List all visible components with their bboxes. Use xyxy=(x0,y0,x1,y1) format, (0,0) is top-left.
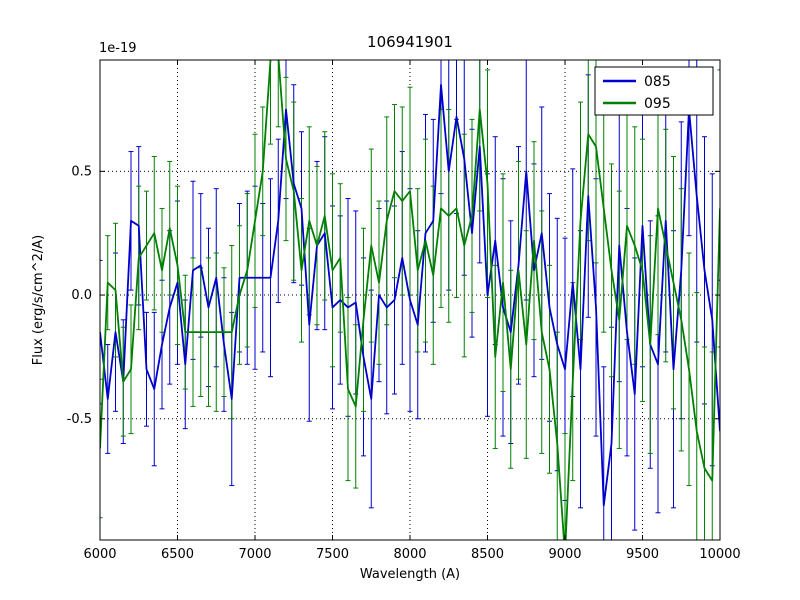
y-axis-label: Flux (erg/s/cm^2/A) xyxy=(31,235,46,365)
series-line-085 xyxy=(100,83,720,507)
chart-title: 106941901 xyxy=(367,33,453,51)
legend-label-095: 095 xyxy=(644,96,671,112)
x-tick-label: 7000 xyxy=(238,547,271,562)
x-tick-label: 9500 xyxy=(626,547,659,562)
y-tick-label: -0.5 xyxy=(67,412,92,427)
legend-label-085: 085 xyxy=(644,74,671,90)
legend-box xyxy=(594,66,714,116)
x-tick-label: 8000 xyxy=(393,547,426,562)
y-tick-label: 0.5 xyxy=(71,164,92,179)
x-tick-label: 7500 xyxy=(316,547,349,562)
x-tick-label: 10000 xyxy=(699,547,740,562)
plot-area xyxy=(100,60,720,540)
x-tick-label: 9000 xyxy=(548,547,581,562)
x-tick-labels: 6000 6500 7000 7500 8000 8500 9000 9500 10000 xyxy=(83,547,740,562)
series-line-095 xyxy=(100,60,720,540)
legend: 085 095 xyxy=(594,66,714,116)
y-tick-labels: -0.5 0.0 0.5 xyxy=(67,164,92,426)
x-tick-label: 6500 xyxy=(161,547,194,562)
axis-ticks xyxy=(99,60,721,540)
x-tick-label: 8500 xyxy=(471,547,504,562)
y-axis-offset-text: 1e-19 xyxy=(99,41,137,56)
y-tick-label: 0.0 xyxy=(71,288,92,303)
x-axis-label: Wavelength (A) xyxy=(360,567,460,582)
x-tick-label: 6000 xyxy=(83,547,116,562)
